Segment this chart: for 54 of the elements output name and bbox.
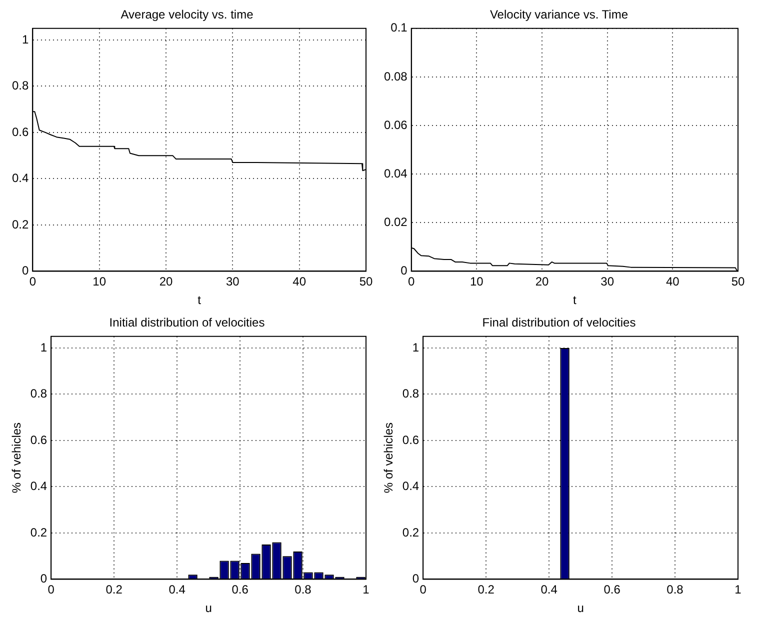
x-tick-label: 0.4 <box>540 582 558 597</box>
chart-title: Initial distribution of velocities <box>109 316 265 330</box>
y-tick-label: 0.8 <box>402 386 420 401</box>
x-tick-label: 50 <box>359 274 373 289</box>
chart-title: Final distribution of velocities <box>482 316 636 330</box>
y-tick-label: 0.1 <box>390 20 408 35</box>
y-tick-label: 0.2 <box>402 525 420 540</box>
x-tick-label: 40 <box>292 274 306 289</box>
x-tick-label: 30 <box>226 274 240 289</box>
y-tick-label: 0.8 <box>30 386 48 401</box>
y-tick-label: 0.6 <box>30 432 48 447</box>
x-tick-label: 0.2 <box>478 582 495 597</box>
x-tick-label: 1 <box>734 582 742 597</box>
y-tick-label: 0.2 <box>12 217 29 232</box>
y-tick-label: 0 <box>412 572 420 586</box>
x-tick-label: 20 <box>535 274 550 289</box>
y-tick-label: 0 <box>400 264 408 278</box>
x-axis-title: t <box>198 293 202 308</box>
x-tick-label: 10 <box>92 274 106 289</box>
chart-title: Average velocity vs. time <box>120 8 254 22</box>
y-axis-title: % of vehicles <box>382 422 396 494</box>
y-tick-label: 0.04 <box>384 166 408 180</box>
y-tick-label: 0.4 <box>12 171 29 186</box>
x-tick-label: 0.8 <box>666 582 684 597</box>
y-tick-label: 1 <box>412 340 420 354</box>
x-tick-label: 0.4 <box>168 582 186 597</box>
x-tick-label: 40 <box>666 274 680 289</box>
x-tick-label: 1 <box>362 582 370 597</box>
x-tick-label: 50 <box>731 274 745 289</box>
x-tick-label: 10 <box>470 274 484 289</box>
x-axis-title: u <box>205 601 212 616</box>
x-tick-label: 0.2 <box>106 582 123 597</box>
x-tick-label: 20 <box>159 274 174 289</box>
x-tick-label: 0.8 <box>294 582 312 597</box>
y-tick-label: 0.08 <box>384 69 408 84</box>
chart-title: Velocity variance vs. Time <box>490 8 628 22</box>
y-tick-label: 0.6 <box>402 432 420 447</box>
x-tick-label: 0.6 <box>232 582 249 597</box>
y-tick-label: 0.02 <box>384 214 408 229</box>
x-tick-label: 30 <box>600 274 614 289</box>
y-tick-label: 0.4 <box>30 479 48 494</box>
y-tick-label: 0.8 <box>12 78 29 93</box>
y-axis-title: % of vehicles <box>10 422 24 494</box>
y-tick-label: 0.6 <box>12 124 29 139</box>
x-tick-label: 0.6 <box>604 582 621 597</box>
y-tick-label: 0.06 <box>384 118 408 132</box>
y-tick-label: 1 <box>22 32 29 46</box>
y-tick-label: 0.2 <box>30 525 48 540</box>
y-tick-label: 0.4 <box>402 479 420 494</box>
y-tick-label: 1 <box>40 340 48 354</box>
y-tick-label: 0 <box>22 264 29 278</box>
x-axis-title: u <box>577 601 584 616</box>
x-axis-title: t <box>573 293 578 308</box>
y-tick-label: 0 <box>40 572 48 586</box>
